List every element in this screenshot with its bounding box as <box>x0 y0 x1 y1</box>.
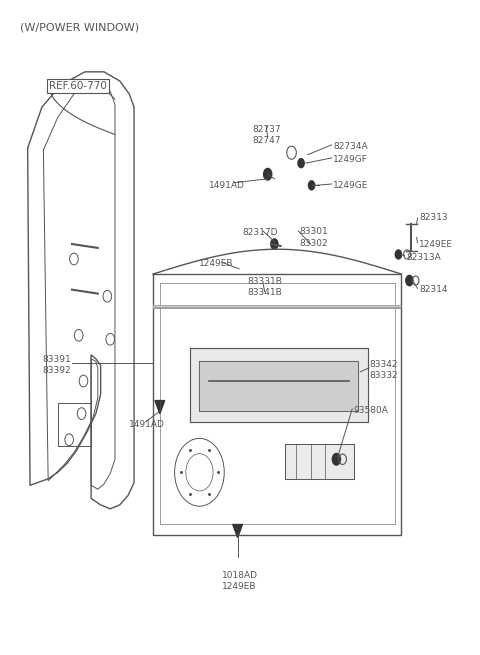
Text: 93580A: 93580A <box>354 407 388 415</box>
Text: (W/POWER WINDOW): (W/POWER WINDOW) <box>21 22 140 32</box>
Polygon shape <box>190 348 368 422</box>
Circle shape <box>297 158 305 168</box>
Circle shape <box>308 180 315 191</box>
Text: 83301
83302: 83301 83302 <box>300 227 328 248</box>
Text: REF.60-770: REF.60-770 <box>49 81 107 91</box>
Text: 1249EB: 1249EB <box>199 259 234 268</box>
Text: 83391
83392: 83391 83392 <box>42 355 71 375</box>
Text: 1018AD
1249EB: 1018AD 1249EB <box>222 571 258 591</box>
Circle shape <box>332 453 341 466</box>
Text: 1249EE: 1249EE <box>419 240 453 248</box>
Text: 82737
82747: 82737 82747 <box>252 125 280 145</box>
Circle shape <box>405 274 414 286</box>
Text: 82317D: 82317D <box>242 229 278 237</box>
Text: 1491AD: 1491AD <box>209 181 245 190</box>
Polygon shape <box>285 443 354 479</box>
Text: 82314: 82314 <box>419 285 447 294</box>
Text: 83331B
83341B: 83331B 83341B <box>247 277 282 297</box>
Text: 1249GE: 1249GE <box>333 181 369 190</box>
Text: 82734A: 82734A <box>333 141 368 151</box>
Polygon shape <box>199 362 359 411</box>
Polygon shape <box>233 525 242 538</box>
Circle shape <box>270 238 279 250</box>
Polygon shape <box>155 401 165 413</box>
Circle shape <box>263 168 273 181</box>
Text: 1249GF: 1249GF <box>333 155 368 164</box>
Text: 1491AD: 1491AD <box>129 420 165 428</box>
Circle shape <box>395 250 402 259</box>
Text: 83342
83332: 83342 83332 <box>370 360 398 380</box>
Text: 82313A: 82313A <box>406 253 441 261</box>
Text: 82313: 82313 <box>419 214 447 223</box>
